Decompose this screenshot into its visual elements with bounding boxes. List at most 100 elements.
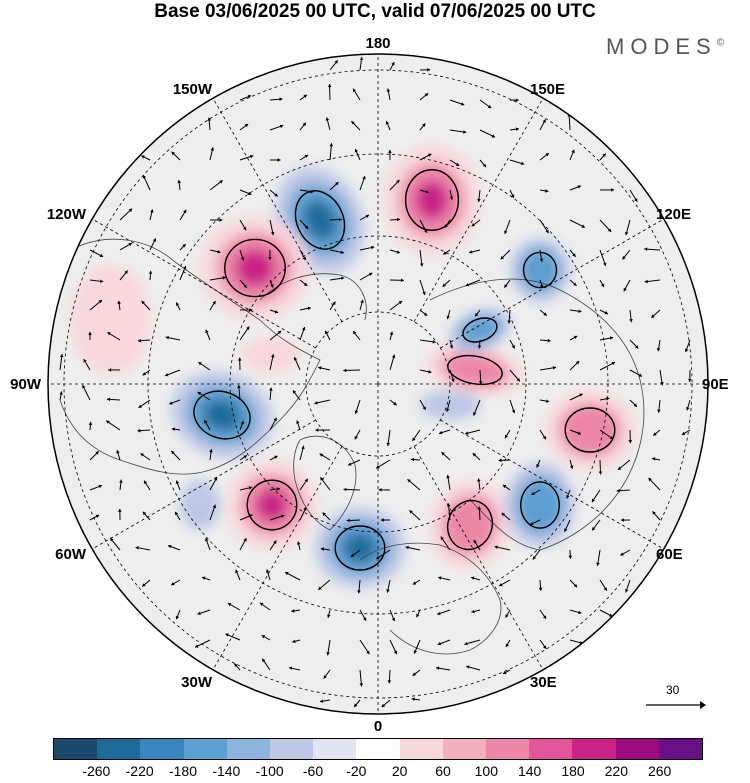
wind-arrow bbox=[599, 309, 609, 315]
lon-label-0: 0 bbox=[373, 718, 383, 735]
lon-label-120w: 120W bbox=[46, 206, 86, 223]
wind-arrow bbox=[329, 249, 344, 255]
wind-arrow bbox=[564, 519, 571, 533]
wind-arrow bbox=[142, 174, 151, 191]
wind-arrow bbox=[108, 368, 121, 372]
negative-anomaly-5-layer-2 bbox=[203, 399, 241, 431]
wind-arrow bbox=[175, 609, 181, 620]
wind-arrow bbox=[501, 512, 511, 521]
wind-arrow bbox=[175, 302, 181, 311]
wind-arrow bbox=[269, 455, 278, 461]
wind-arrow bbox=[539, 609, 547, 620]
positive-anomaly-4-layer-0 bbox=[240, 337, 300, 373]
wind-arrow bbox=[419, 68, 431, 72]
wind-arrow bbox=[299, 94, 308, 101]
wind-arrow bbox=[319, 699, 331, 703]
wind-arrow bbox=[449, 99, 465, 106]
wind-arrow bbox=[329, 181, 339, 191]
wind-arrow bbox=[598, 459, 603, 475]
wind-arrow bbox=[284, 571, 301, 581]
wind-arrow bbox=[119, 479, 123, 491]
wind-arrow bbox=[470, 576, 481, 581]
wind-arrow bbox=[119, 242, 133, 251]
wind-arrow bbox=[209, 449, 213, 461]
wind-arrow bbox=[205, 537, 211, 551]
wind-arrow bbox=[82, 384, 91, 401]
wind-arrow bbox=[681, 429, 691, 436]
colorbar-tick-label: 220 bbox=[604, 763, 628, 779]
wind-arrow bbox=[539, 639, 547, 650]
wind-arrow bbox=[477, 339, 482, 349]
meridians bbox=[48, 54, 708, 714]
negative-anomaly-3-layer-1 bbox=[519, 248, 561, 292]
coastline-europe bbox=[359, 542, 502, 655]
lon-label-90e: 90E bbox=[702, 376, 729, 393]
wind-arrow bbox=[117, 300, 121, 311]
wind-arrow bbox=[323, 669, 331, 679]
colorbar-tick-label: -140 bbox=[212, 763, 241, 779]
wind-arrow bbox=[509, 399, 516, 414]
wind-arrow bbox=[435, 666, 451, 671]
wind-arrow bbox=[539, 189, 549, 193]
wind-arrow bbox=[616, 488, 631, 493]
wind-arrow bbox=[419, 219, 428, 234]
wind-arrow bbox=[329, 276, 345, 281]
wind-arrow bbox=[269, 417, 278, 431]
wind-arrow bbox=[419, 249, 424, 267]
wind-arrow bbox=[411, 429, 421, 442]
wind-arrow bbox=[599, 153, 607, 161]
wind-arrow bbox=[569, 279, 577, 287]
wind-arrow bbox=[411, 457, 421, 462]
wind-arrow bbox=[472, 452, 481, 461]
meridian-300 bbox=[92, 218, 316, 349]
wind-arrow bbox=[149, 209, 154, 221]
wind-arrow bbox=[539, 366, 557, 371]
meridian-120 bbox=[440, 419, 664, 550]
colorbar-tick-label: 20 bbox=[391, 763, 408, 779]
wind-arrow bbox=[411, 697, 421, 701]
wind-arrow bbox=[141, 155, 151, 161]
wind-arrow bbox=[299, 279, 308, 287]
wind-arrow bbox=[149, 238, 157, 251]
wind-arrow bbox=[118, 508, 122, 521]
wind-arrow bbox=[569, 360, 580, 371]
wind-arrow bbox=[657, 399, 661, 413]
wind-arrow bbox=[569, 335, 578, 341]
wind-arrow bbox=[438, 429, 451, 435]
wind-arrow bbox=[386, 579, 391, 593]
wind-arrow bbox=[375, 459, 391, 469]
height-contour-6 bbox=[246, 479, 298, 531]
lon-label-30e: 30E bbox=[530, 674, 557, 691]
wind-arrow bbox=[269, 279, 274, 288]
wind-arrow bbox=[324, 330, 331, 341]
wind-arrow bbox=[239, 486, 253, 491]
wind-arrow bbox=[498, 579, 511, 587]
wind-arrow bbox=[299, 326, 306, 341]
wind-arrow bbox=[354, 148, 361, 161]
colorbar-segment-8 bbox=[399, 739, 443, 759]
wind-arrow bbox=[325, 117, 331, 131]
wind-arrow bbox=[265, 569, 271, 581]
wind-arrow bbox=[389, 61, 395, 71]
polar-map bbox=[47, 53, 709, 715]
wind-arrow bbox=[225, 633, 241, 641]
wind-arrow bbox=[314, 399, 331, 405]
wind-arrow bbox=[167, 544, 181, 551]
negative-anomaly-0-layer-2 bbox=[303, 200, 337, 240]
wind-arrow bbox=[471, 219, 481, 227]
wind-arrow bbox=[353, 699, 361, 708]
wind-arrow bbox=[269, 97, 283, 102]
wind-arrow bbox=[170, 579, 181, 586]
wind-arrow bbox=[209, 179, 223, 191]
wind-arrow bbox=[359, 175, 366, 191]
wind-arrow bbox=[464, 639, 481, 646]
wind-arrow bbox=[105, 420, 121, 431]
height-contour-1 bbox=[404, 169, 460, 231]
wind-arrow bbox=[509, 339, 516, 349]
wind-arrow bbox=[599, 249, 607, 267]
wind-arrow bbox=[296, 420, 301, 431]
wind-arrow bbox=[416, 609, 421, 618]
wind-arrow bbox=[119, 208, 133, 221]
wind-arrow bbox=[443, 249, 451, 255]
colorbar-segment-3 bbox=[183, 739, 227, 759]
